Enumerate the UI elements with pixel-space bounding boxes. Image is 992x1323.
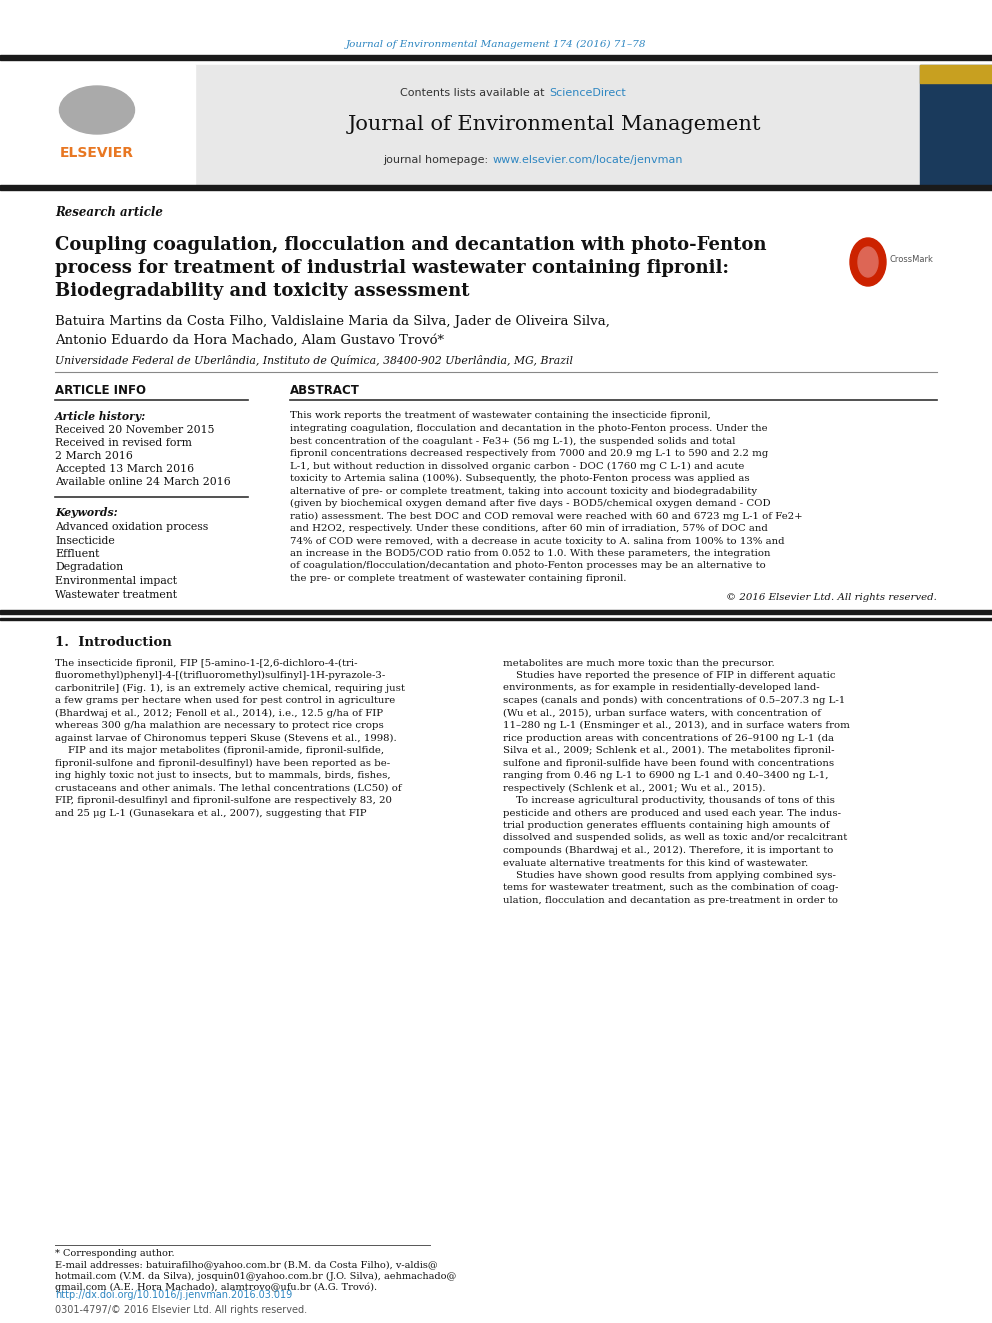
Text: Journal of Environmental Management 174 (2016) 71–78: Journal of Environmental Management 174 … bbox=[346, 40, 646, 49]
Bar bbox=[0, 185, 992, 191]
Text: The insecticide fipronil, FIP [5-amino-1-[2,6-dichloro-4-(tri-: The insecticide fipronil, FIP [5-amino-1… bbox=[55, 659, 357, 668]
Text: ranging from 0.46 ng L-1 to 6900 ng L-1 and 0.40–3400 ng L-1,: ranging from 0.46 ng L-1 to 6900 ng L-1 … bbox=[503, 771, 828, 781]
Text: ScienceDirect: ScienceDirect bbox=[549, 89, 626, 98]
Text: Degradation: Degradation bbox=[55, 562, 123, 573]
Text: 1.  Introduction: 1. Introduction bbox=[55, 636, 172, 650]
Text: ABSTRACT: ABSTRACT bbox=[290, 384, 360, 397]
Text: Advanced oxidation process: Advanced oxidation process bbox=[55, 523, 208, 532]
Text: Research article: Research article bbox=[55, 205, 163, 218]
Text: FIP, fipronil-desulfinyl and fipronil-sulfone are respectively 83, 20: FIP, fipronil-desulfinyl and fipronil-su… bbox=[55, 796, 392, 804]
Text: Biodegradability and toxicity assessment: Biodegradability and toxicity assessment bbox=[55, 282, 469, 300]
Text: crustaceans and other animals. The lethal concentrations (LC50) of: crustaceans and other animals. The letha… bbox=[55, 783, 402, 792]
Text: whereas 300 g/ha malathion are necessary to protect rice crops: whereas 300 g/ha malathion are necessary… bbox=[55, 721, 384, 730]
Text: trial production generates effluents containing high amounts of: trial production generates effluents con… bbox=[503, 822, 829, 830]
Text: integrating coagulation, flocculation and decantation in the photo-Fenton proces: integrating coagulation, flocculation an… bbox=[290, 423, 768, 433]
Text: (Wu et al., 2015), urban surface waters, with concentration of: (Wu et al., 2015), urban surface waters,… bbox=[503, 709, 821, 717]
Text: (Bhardwaj et al., 2012; Fenoll et al., 2014), i.e., 12.5 g/ha of FIP: (Bhardwaj et al., 2012; Fenoll et al., 2… bbox=[55, 708, 383, 717]
Text: a few grams per hectare when used for pest control in agriculture: a few grams per hectare when used for pe… bbox=[55, 696, 395, 705]
Bar bbox=[920, 65, 992, 83]
Text: ARTICLE INFO: ARTICLE INFO bbox=[55, 384, 146, 397]
Text: fipronil-sulfone and fipronil-desulfinyl) have been reported as be-: fipronil-sulfone and fipronil-desulfinyl… bbox=[55, 758, 390, 767]
Text: pesticide and others are produced and used each year. The indus-: pesticide and others are produced and us… bbox=[503, 808, 841, 818]
Text: and 25 μg L-1 (Gunasekara et al., 2007), suggesting that FIP: and 25 μg L-1 (Gunasekara et al., 2007),… bbox=[55, 808, 366, 818]
Text: ratio) assessment. The best DOC and COD removal were reached with 60 and 6723 mg: ratio) assessment. The best DOC and COD … bbox=[290, 512, 803, 520]
Text: Received 20 November 2015: Received 20 November 2015 bbox=[55, 425, 214, 435]
Text: fluoromethyl)phenyl]-4-[(trifluoromethyl)sulfinyl]-1H-pyrazole-3-: fluoromethyl)phenyl]-4-[(trifluoromethyl… bbox=[55, 671, 386, 680]
Text: Universidade Federal de Uberlândia, Instituto de Química, 38400-902 Uberlândia, : Universidade Federal de Uberlândia, Inst… bbox=[55, 355, 573, 365]
Text: toxicity to Artemia salina (100%). Subsequently, the photo-Fenton process was ap: toxicity to Artemia salina (100%). Subse… bbox=[290, 474, 750, 483]
Text: ulation, flocculation and decantation as pre-treatment in order to: ulation, flocculation and decantation as… bbox=[503, 896, 838, 905]
Text: Accepted 13 March 2016: Accepted 13 March 2016 bbox=[55, 464, 194, 474]
Text: an increase in the BOD5/COD ratio from 0.052 to 1.0. With these parameters, the : an increase in the BOD5/COD ratio from 0… bbox=[290, 549, 771, 558]
Text: www.elsevier.com/locate/jenvman: www.elsevier.com/locate/jenvman bbox=[493, 155, 683, 165]
Bar bbox=[195, 65, 920, 185]
Text: rice production areas with concentrations of 26–9100 ng L-1 (da: rice production areas with concentration… bbox=[503, 733, 834, 742]
Text: process for treatment of industrial wastewater containing fipronil:: process for treatment of industrial wast… bbox=[55, 259, 729, 277]
Text: Environmental impact: Environmental impact bbox=[55, 576, 177, 586]
Text: respectively (Schlenk et al., 2001; Wu et al., 2015).: respectively (Schlenk et al., 2001; Wu e… bbox=[503, 783, 766, 792]
Text: Studies have reported the presence of FIP in different aquatic: Studies have reported the presence of FI… bbox=[503, 671, 835, 680]
Text: metabolites are much more toxic than the precursor.: metabolites are much more toxic than the… bbox=[503, 659, 775, 668]
Text: gmail.com (A.E. Hora Machado), alamtrovo@ufu.br (A.G. Trovó).: gmail.com (A.E. Hora Machado), alamtrovo… bbox=[55, 1282, 377, 1291]
Text: To increase agricultural productivity, thousands of tons of this: To increase agricultural productivity, t… bbox=[503, 796, 835, 804]
Text: 2 March 2016: 2 March 2016 bbox=[55, 451, 133, 460]
Text: evaluate alternative treatments for this kind of wastewater.: evaluate alternative treatments for this… bbox=[503, 859, 808, 868]
Text: Journal of Environmental Management: Journal of Environmental Management bbox=[348, 115, 762, 135]
Ellipse shape bbox=[858, 247, 878, 277]
Text: ing highly toxic not just to insects, but to mammals, birds, fishes,: ing highly toxic not just to insects, bu… bbox=[55, 771, 391, 781]
Text: Studies have shown good results from applying combined sys-: Studies have shown good results from app… bbox=[503, 871, 836, 880]
Bar bbox=[920, 65, 992, 185]
Text: CrossMark: CrossMark bbox=[890, 255, 933, 265]
Text: alternative of pre- or complete treatment, taking into account toxicity and biod: alternative of pre- or complete treatmen… bbox=[290, 487, 757, 496]
Text: 0301-4797/© 2016 Elsevier Ltd. All rights reserved.: 0301-4797/© 2016 Elsevier Ltd. All right… bbox=[55, 1304, 308, 1315]
Text: © 2016 Elsevier Ltd. All rights reserved.: © 2016 Elsevier Ltd. All rights reserved… bbox=[726, 593, 937, 602]
Text: Silva et al., 2009; Schlenk et al., 2001). The metabolites fipronil-: Silva et al., 2009; Schlenk et al., 2001… bbox=[503, 746, 834, 755]
Text: tems for wastewater treatment, such as the combination of coag-: tems for wastewater treatment, such as t… bbox=[503, 884, 838, 893]
Text: of coagulation/flocculation/decantation and photo-Fenton processes may be an alt: of coagulation/flocculation/decantation … bbox=[290, 561, 766, 570]
Text: and H2O2, respectively. Under these conditions, after 60 min of irradiation, 57%: and H2O2, respectively. Under these cond… bbox=[290, 524, 768, 533]
Text: ELSEVIER: ELSEVIER bbox=[60, 146, 134, 160]
Text: http://dx.doi.org/10.1016/j.jenvman.2016.03.019: http://dx.doi.org/10.1016/j.jenvman.2016… bbox=[55, 1290, 293, 1301]
Text: fipronil concentrations decreased respectively from 7000 and 20.9 mg L-1 to 590 : fipronil concentrations decreased respec… bbox=[290, 448, 768, 458]
Bar bbox=[0, 618, 992, 620]
Text: environments, as for example in residentially-developed land-: environments, as for example in resident… bbox=[503, 684, 819, 692]
Bar bbox=[0, 65, 195, 185]
Text: Contents lists available at: Contents lists available at bbox=[400, 89, 548, 98]
Text: hotmail.com (V.M. da Silva), josquin01@yahoo.com.br (J.O. Silva), aehmachado@: hotmail.com (V.M. da Silva), josquin01@y… bbox=[55, 1271, 456, 1281]
Text: 74% of COD were removed, with a decrease in acute toxicity to A. salina from 100: 74% of COD were removed, with a decrease… bbox=[290, 537, 785, 545]
Text: Available online 24 March 2016: Available online 24 March 2016 bbox=[55, 478, 231, 487]
Text: Coupling coagulation, flocculation and decantation with photo-Fenton: Coupling coagulation, flocculation and d… bbox=[55, 235, 767, 254]
Text: (given by biochemical oxygen demand after five days - BOD5/chemical oxygen deman: (given by biochemical oxygen demand afte… bbox=[290, 499, 771, 508]
Text: sulfone and fipronil-sulfide have been found with concentrations: sulfone and fipronil-sulfide have been f… bbox=[503, 758, 834, 767]
Text: 11–280 ng L-1 (Ensminger et al., 2013), and in surface waters from: 11–280 ng L-1 (Ensminger et al., 2013), … bbox=[503, 721, 850, 730]
Bar bbox=[0, 56, 992, 60]
Text: Wastewater treatment: Wastewater treatment bbox=[55, 590, 177, 599]
Text: L-1, but without reduction in dissolved organic carbon - DOC (1760 mg C L-1) and: L-1, but without reduction in dissolved … bbox=[290, 462, 744, 471]
Bar bbox=[0, 610, 992, 614]
Text: compounds (Bhardwaj et al., 2012). Therefore, it is important to: compounds (Bhardwaj et al., 2012). There… bbox=[503, 845, 833, 855]
Text: Antonio Eduardo da Hora Machado, Alam Gustavo Trovó*: Antonio Eduardo da Hora Machado, Alam Gu… bbox=[55, 333, 444, 347]
Text: * Corresponding author.: * Corresponding author. bbox=[55, 1249, 175, 1257]
Text: dissolved and suspended solids, as well as toxic and/or recalcitrant: dissolved and suspended solids, as well … bbox=[503, 833, 847, 843]
Text: Article history:: Article history: bbox=[55, 410, 146, 422]
Text: best concentration of the coagulant - Fe3+ (56 mg L-1), the suspended solids and: best concentration of the coagulant - Fe… bbox=[290, 437, 735, 446]
Text: FIP and its major metabolites (fipronil-amide, fipronil-sulfide,: FIP and its major metabolites (fipronil-… bbox=[55, 746, 384, 755]
Text: Keywords:: Keywords: bbox=[55, 508, 118, 519]
Ellipse shape bbox=[850, 238, 886, 286]
Text: journal homepage:: journal homepage: bbox=[383, 155, 492, 165]
Text: Insecticide: Insecticide bbox=[55, 536, 115, 545]
Text: scapes (canals and ponds) with concentrations of 0.5–207.3 ng L-1: scapes (canals and ponds) with concentra… bbox=[503, 696, 845, 705]
Text: Batuira Martins da Costa Filho, Valdislaine Maria da Silva, Jader de Oliveira Si: Batuira Martins da Costa Filho, Valdisla… bbox=[55, 315, 610, 328]
Text: against larvae of Chironomus tepperi Skuse (Stevens et al., 1998).: against larvae of Chironomus tepperi Sku… bbox=[55, 733, 397, 742]
Text: Effluent: Effluent bbox=[55, 549, 99, 560]
Text: E-mail addresses: batuirafilho@yahoo.com.br (B.M. da Costa Filho), v-aldis@: E-mail addresses: batuirafilho@yahoo.com… bbox=[55, 1261, 437, 1270]
Text: the pre- or complete treatment of wastewater containing fipronil.: the pre- or complete treatment of wastew… bbox=[290, 574, 627, 583]
Text: carbonitrile] (Fig. 1), is an extremely active chemical, requiring just: carbonitrile] (Fig. 1), is an extremely … bbox=[55, 684, 405, 692]
Ellipse shape bbox=[60, 86, 135, 134]
Text: This work reports the treatment of wastewater containing the insecticide fiproni: This work reports the treatment of waste… bbox=[290, 411, 710, 421]
Text: Received in revised form: Received in revised form bbox=[55, 438, 191, 448]
